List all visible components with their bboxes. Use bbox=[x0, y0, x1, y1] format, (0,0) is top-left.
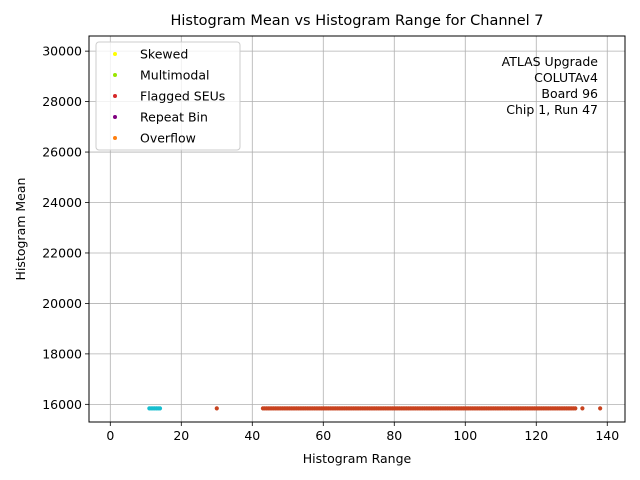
y-tick-label: 16000 bbox=[42, 397, 82, 412]
y-tick-label: 24000 bbox=[42, 195, 82, 210]
legend-label-flagged-seus: Flagged SEUs bbox=[140, 89, 225, 104]
legend-marker-overflow bbox=[113, 136, 117, 140]
legend-marker-repeat-bin bbox=[113, 115, 117, 119]
legend-marker-flagged-seus bbox=[113, 94, 117, 98]
x-tick-label: 0 bbox=[106, 428, 114, 443]
y-tick-label: 22000 bbox=[42, 245, 82, 260]
y-axis-title: Histogram Mean bbox=[13, 178, 28, 281]
data-point bbox=[573, 406, 578, 411]
annotation-line-4: Chip 1, Run 47 bbox=[506, 102, 598, 117]
legend-marker-skewed bbox=[113, 52, 117, 56]
x-axis-ticks: 0 20 40 60 80 100 120 140 bbox=[106, 422, 619, 443]
x-tick-label: 40 bbox=[244, 428, 260, 443]
data-point bbox=[580, 406, 585, 411]
annotation-line-2: COLUTAv4 bbox=[534, 70, 598, 85]
annotation-line-3: Board 96 bbox=[541, 86, 598, 101]
y-axis-ticks: 16000 18000 20000 22000 24000 26000 28000 30000 bbox=[42, 44, 89, 412]
x-tick-label: 120 bbox=[524, 428, 548, 443]
y-tick-label: 26000 bbox=[42, 145, 82, 160]
data-point bbox=[157, 406, 163, 411]
x-tick-label: 80 bbox=[386, 428, 402, 443]
y-tick-label: 30000 bbox=[42, 44, 82, 59]
legend-label-multimodal: Multimodal bbox=[140, 68, 209, 83]
legend-box bbox=[95, 41, 241, 151]
y-tick-label: 28000 bbox=[42, 94, 82, 109]
legend-label-overflow: Overflow bbox=[140, 131, 196, 146]
grid-lines bbox=[89, 36, 625, 422]
chart-title: Histogram Mean vs Histogram Range for Ch… bbox=[171, 13, 544, 29]
y-tick-label: 18000 bbox=[42, 346, 82, 361]
data-point bbox=[214, 406, 219, 411]
run-annotation: ATLAS Upgrade COLUTAv4 Board 96 Chip 1, … bbox=[502, 54, 599, 117]
y-tick-label: 20000 bbox=[42, 296, 82, 311]
legend: Skewed Multimodal Flagged SEUs Repeat Bi… bbox=[95, 41, 241, 151]
x-axis-title: Histogram Range bbox=[303, 451, 412, 466]
legend-marker-multimodal bbox=[113, 73, 117, 77]
data-point bbox=[598, 406, 603, 411]
x-tick-label: 100 bbox=[453, 428, 477, 443]
x-tick-label: 60 bbox=[315, 428, 331, 443]
x-tick-label: 20 bbox=[173, 428, 189, 443]
annotation-line-1: ATLAS Upgrade bbox=[502, 54, 599, 69]
plot-frame bbox=[88, 35, 626, 423]
x-tick-label: 140 bbox=[595, 428, 619, 443]
legend-label-skewed: Skewed bbox=[140, 47, 188, 62]
legend-label-repeat-bin: Repeat Bin bbox=[140, 110, 208, 125]
data-points bbox=[147, 406, 603, 411]
